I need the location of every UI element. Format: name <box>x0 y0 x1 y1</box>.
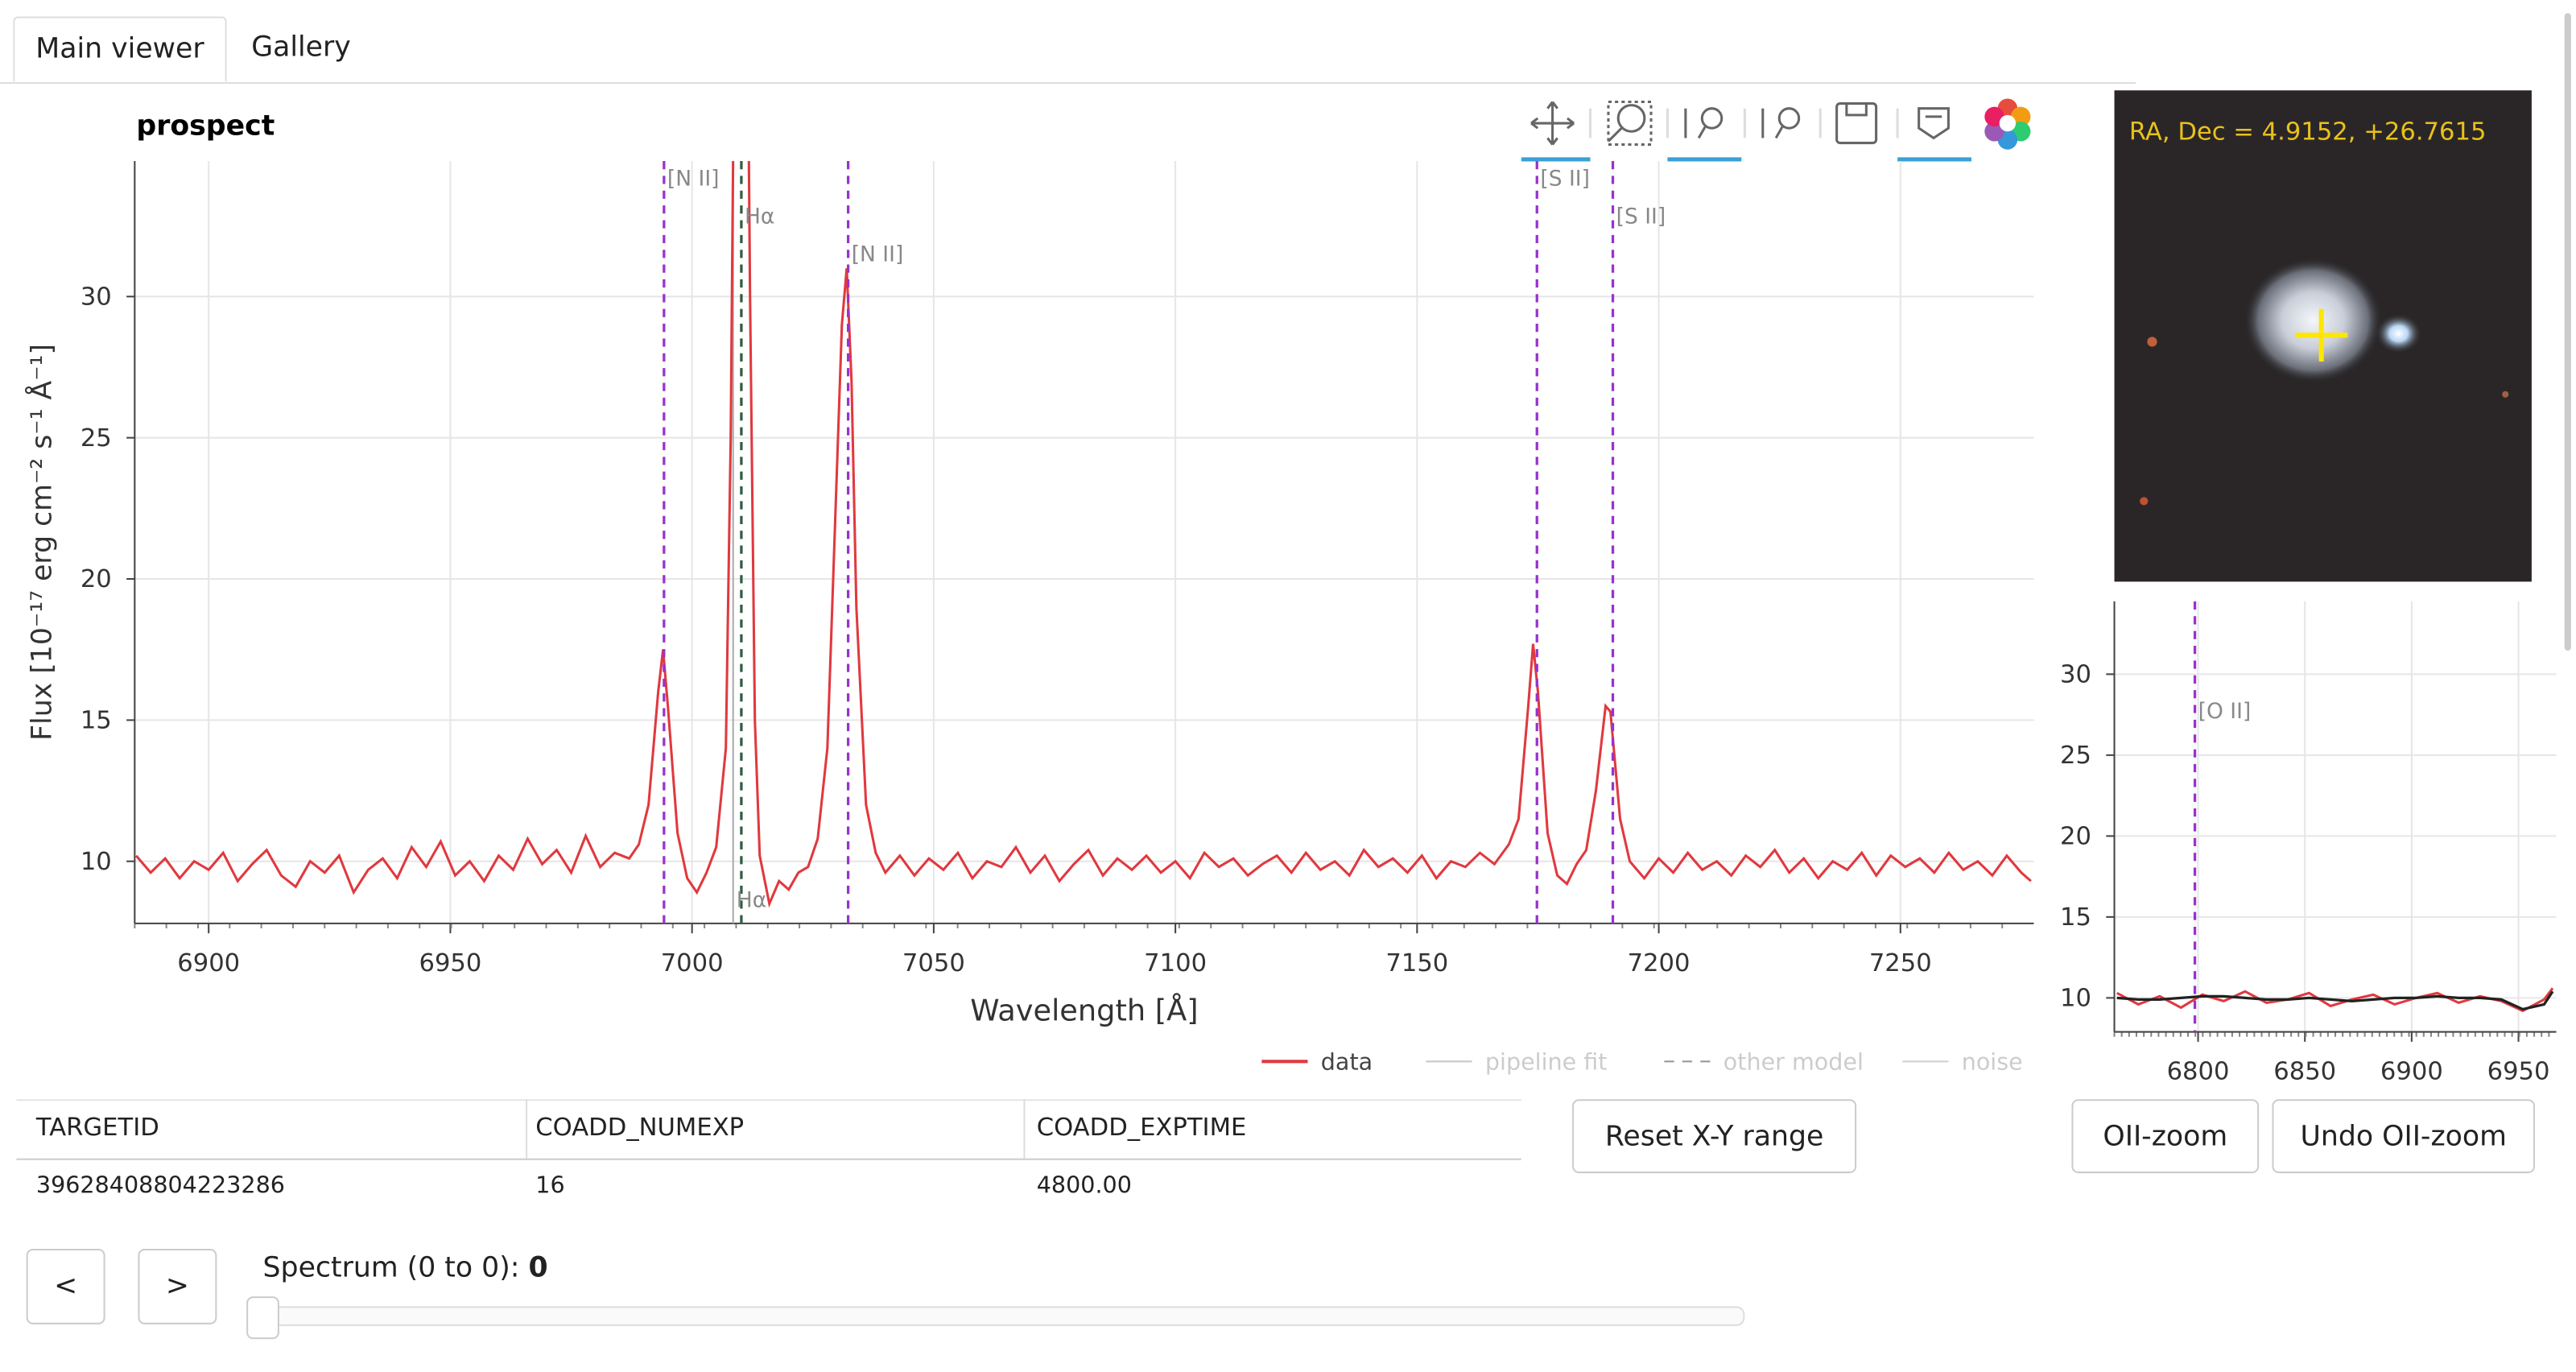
data-line <box>2116 990 2554 1011</box>
table-cell: 39628408804223286 <box>35 1173 285 1200</box>
target-marker <box>2295 308 2348 362</box>
line-label: [S II] <box>1616 205 1666 229</box>
chart-title: prospect <box>136 110 275 142</box>
y-tick-label: 30 <box>2060 661 2091 689</box>
table-rule <box>1023 1099 1026 1159</box>
plot-area <box>2116 601 2554 1032</box>
x-tick-label: 7000 <box>661 949 724 977</box>
slider-track[interactable] <box>254 1306 1745 1326</box>
slider-label: Spectrum (0 to 0): 0 <box>263 1252 548 1285</box>
star <box>2502 391 2509 398</box>
y-tick-label: 10 <box>80 848 112 876</box>
galaxy <box>2244 258 2383 383</box>
nav-button[interactable]: < <box>26 1248 105 1324</box>
image-panel: RA, Dec = 4.9152, +26.7615 <box>2114 90 2532 582</box>
table-cell: 4800.00 <box>1036 1173 1132 1200</box>
y-axis-label: Flux [10⁻¹⁷ erg cm⁻² s⁻¹ Å⁻¹] <box>23 344 58 741</box>
x-tick-label: 7250 <box>1869 949 1932 977</box>
pan-tool[interactable] <box>1530 101 1575 146</box>
plot-area <box>134 160 2032 924</box>
legend-label: data <box>1321 1048 1373 1076</box>
zoom-tool[interactable] <box>1607 100 1653 147</box>
line-label: [O II] <box>2198 699 2252 724</box>
tab[interactable]: Main viewer <box>13 16 227 83</box>
table-rule <box>16 1158 1521 1160</box>
table-header: COADD_EXPTIME <box>1036 1112 1247 1143</box>
x-tick-label: 7050 <box>902 949 965 977</box>
table-rule <box>16 1099 1521 1101</box>
legend-label: noise <box>1962 1048 2023 1076</box>
x-tick-label: 7150 <box>1385 949 1448 977</box>
button[interactable]: Undo OII-zoom <box>2272 1099 2535 1174</box>
scrollbar[interactable] <box>2564 13 2571 651</box>
save-tool[interactable] <box>1835 102 1878 145</box>
hover-tool[interactable] <box>1918 107 1950 140</box>
x-tick-label: 7100 <box>1144 949 1207 977</box>
tab-rule <box>0 82 2136 85</box>
zoom-out-tool[interactable] <box>1761 107 1801 139</box>
y-tick-label: 20 <box>80 565 112 593</box>
line-label: Hα <box>737 887 766 912</box>
x-tick-label: 6950 <box>419 949 481 977</box>
line-label: [N II] <box>852 242 904 267</box>
toolbar-separator <box>1588 108 1899 138</box>
line-label: [S II] <box>1540 167 1590 192</box>
star <box>2147 337 2157 347</box>
slider-text: Spectrum (0 to 0): <box>262 1252 520 1285</box>
line-label: [N II] <box>667 167 720 192</box>
tab[interactable]: Gallery <box>251 31 351 64</box>
toolbar <box>1521 98 2031 162</box>
galaxy <box>2376 313 2422 353</box>
slider-value: 0 <box>528 1252 548 1285</box>
y-tick-label: 30 <box>80 283 112 312</box>
table-header: TARGETID <box>35 1112 159 1143</box>
line-label: Hα <box>745 205 774 229</box>
slider-handle[interactable] <box>246 1296 279 1340</box>
nav-button[interactable]: > <box>138 1248 217 1324</box>
x-tick-label: 6950 <box>2487 1058 2550 1086</box>
x-tick-label: 6850 <box>2273 1058 2336 1086</box>
y-tick-label: 25 <box>2060 742 2091 770</box>
zoom-in-tool[interactable] <box>1684 107 1724 139</box>
button[interactable]: Reset X-Y range <box>1572 1099 1857 1174</box>
legend-label: other model <box>1724 1048 1864 1076</box>
x-tick-label: 6900 <box>177 949 240 977</box>
table-cell: 16 <box>535 1173 565 1200</box>
y-tick-label: 10 <box>2060 985 2091 1013</box>
x-axis-label: Wavelength [Å] <box>970 992 1198 1027</box>
y-tick-label: 15 <box>2060 903 2091 932</box>
x-tick-label: 6800 <box>2167 1058 2230 1086</box>
table-header: COADD_NUMEXP <box>535 1112 745 1143</box>
x-tick-label: 6900 <box>2380 1058 2443 1086</box>
image-caption: RA, Dec = 4.9152, +26.7615 <box>2129 118 2487 146</box>
star <box>2140 497 2149 506</box>
y-tick-label: 25 <box>80 424 112 453</box>
data-line <box>134 160 2032 908</box>
legend-label: pipeline fit <box>1485 1048 1608 1076</box>
button[interactable]: OII-zoom <box>2071 1099 2260 1174</box>
y-tick-label: 20 <box>2060 823 2091 851</box>
bokeh-logo[interactable] <box>1984 98 2031 150</box>
y-tick-label: 15 <box>80 707 112 735</box>
table-rule <box>526 1099 528 1159</box>
x-tick-label: 7200 <box>1628 949 1690 977</box>
